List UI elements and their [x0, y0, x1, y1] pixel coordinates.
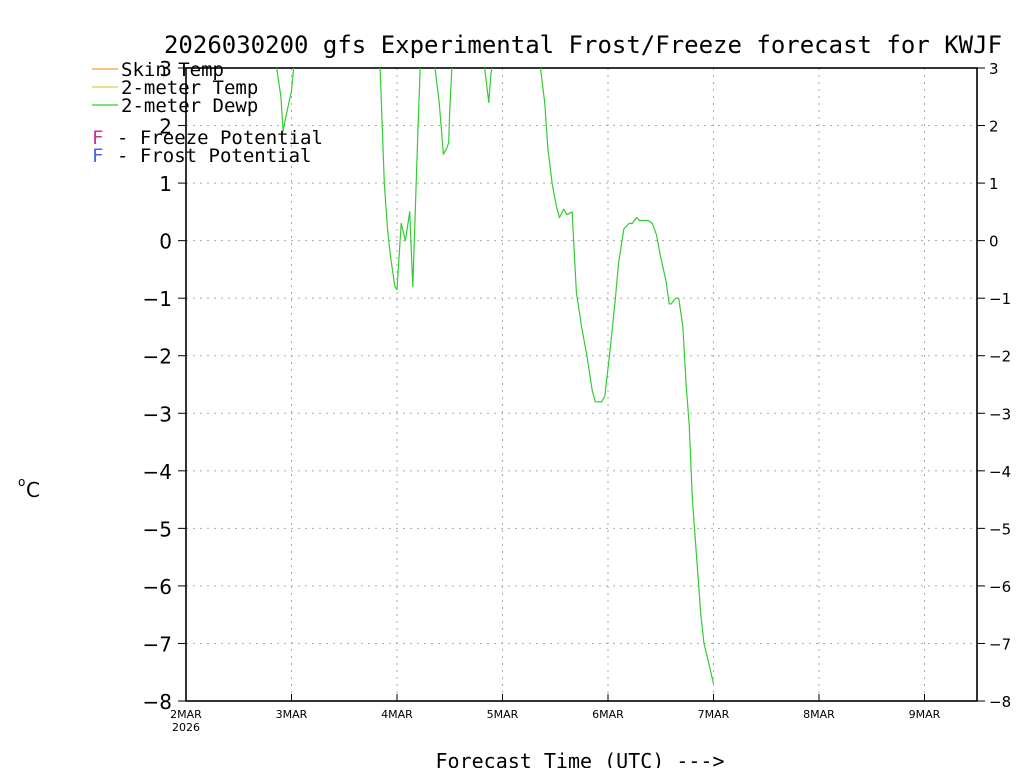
y-tick-label-left: 3	[159, 57, 172, 81]
y-tick-label-right: 2	[989, 118, 999, 136]
x-tick-label: 9MAR	[909, 708, 941, 721]
y-tick-label-left: −5	[143, 517, 172, 541]
y-tick-label-left: −3	[143, 402, 172, 426]
x-tick-label: 8MAR	[803, 708, 835, 721]
legend-frost-potential: F - Frost Potential	[92, 145, 311, 167]
y-tick-label-left: 0	[159, 230, 172, 254]
series-line-2-meter-dewp	[276, 67, 715, 684]
freeze-marker: F	[92, 127, 103, 149]
y-tick-label-left: −8	[143, 690, 172, 714]
y-axis-label-unit: C	[26, 478, 40, 502]
legend-freeze-potential: F - Freeze Potential	[92, 127, 323, 149]
y-tick-label-right: 3	[989, 60, 999, 78]
legend-item-2m-temp: 2-meter Temp	[92, 77, 258, 99]
legend-item-skin-temp: Skin Temp	[92, 59, 224, 81]
freeze-potential-label: - Freeze Potential	[117, 127, 323, 149]
y-tick-label-left: −2	[143, 345, 172, 369]
legend-label-2m-temp: 2-meter Temp	[121, 77, 258, 99]
y-tick-label-right: −6	[989, 578, 1011, 596]
frost-potential-label: - Frost Potential	[117, 145, 311, 167]
legend-item-2m-dewp: 2-meter Dewp	[92, 95, 258, 117]
x-tick-label: 3MAR	[276, 708, 308, 721]
y-axis-ticks: 3 3 2 2 1 1 0 0 −1 −1 −2 −2 −3 −3 −4 −4 −5 −5 −6 −6 −7 −7 −8 −8	[143, 57, 1012, 714]
legend: Skin Temp 2-meter Temp 2-meter Dewp F - …	[92, 59, 323, 167]
y-tick-label-right: −1	[989, 290, 1011, 308]
y-tick-label-left: 1	[159, 172, 172, 196]
y-tick-label-right: −4	[989, 463, 1011, 481]
grid-lines	[185, 68, 977, 701]
series-layer	[276, 67, 715, 684]
y-tick-label-right: −8	[989, 693, 1011, 711]
y-tick-label-right: 1	[989, 175, 999, 193]
legend-label-skin-temp: Skin Temp	[121, 59, 224, 81]
x-tick-label: 5MAR	[487, 708, 519, 721]
x-tick-label: 4MAR	[381, 708, 413, 721]
y-tick-label-left: −7	[143, 632, 172, 656]
legend-label-2m-dewp: 2-meter Dewp	[121, 95, 258, 117]
frost-marker: F	[92, 145, 103, 167]
x-axis-label: Forecast Time (UTC) --->	[436, 749, 725, 768]
plot-frame	[185, 67, 978, 702]
y-axis-label-degree: o	[18, 475, 25, 489]
y-tick-label-right: −2	[989, 348, 1011, 366]
chart-title: 2026030200 gfs Experimental Frost/Freeze…	[164, 31, 1002, 59]
y-tick-label-right: −5	[989, 520, 1011, 538]
y-tick-label-right: −3	[989, 405, 1011, 423]
y-tick-label-left: −4	[143, 460, 172, 484]
x-tick-label: 2MAR	[170, 708, 202, 721]
y-tick-label-left: 2	[159, 115, 172, 139]
y-tick-label-left: −1	[143, 287, 172, 311]
y-tick-label-right: −7	[989, 635, 1011, 653]
x-tick-sublabel: 2026	[172, 721, 200, 734]
y-tick-label-left: −6	[143, 575, 172, 599]
y-tick-label-right: 0	[989, 233, 999, 251]
y-axis-label: o C	[18, 475, 40, 502]
x-tick-label: 7MAR	[698, 708, 730, 721]
x-tick-label: 6MAR	[592, 708, 624, 721]
